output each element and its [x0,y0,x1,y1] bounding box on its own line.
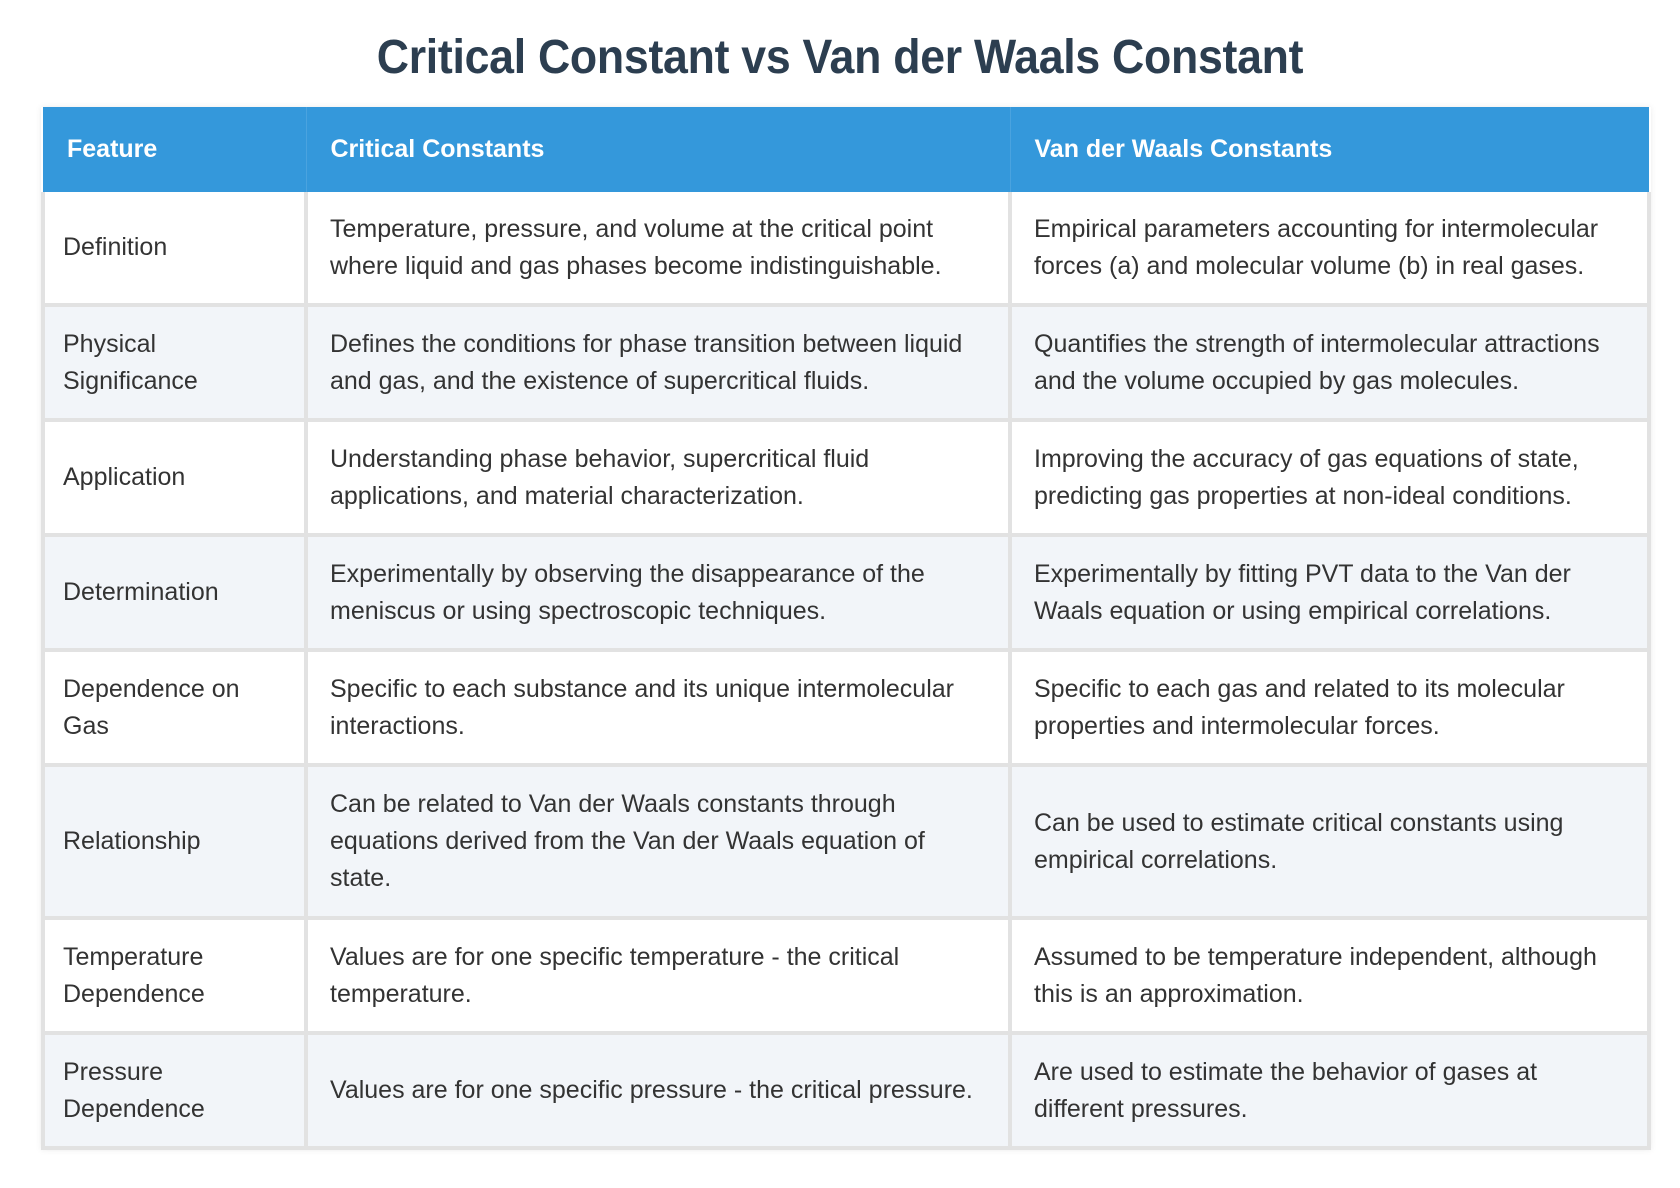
vdw-cell: Specific to each gas and related to its … [1008,650,1651,767]
critical-cell: Experimentally by observing the disappea… [304,535,1012,652]
critical-cell: Temperature, pressure, and volume at the… [304,192,1012,307]
vdw-cell: Are used to estimate the behavior of gas… [1008,1033,1651,1150]
critical-cell: Defines the conditions for phase transit… [304,305,1012,422]
critical-cell: Values are for one specific pressure - t… [304,1033,1012,1150]
critical-cell: Specific to each substance and its uniqu… [304,650,1012,767]
critical-cell: Can be related to Van der Waals constant… [304,765,1012,920]
feature-cell: Relationship [41,765,308,920]
vdw-cell: Empirical parameters accounting for inte… [1008,192,1651,307]
vdw-cell: Experimentally by fitting PVT data to th… [1008,535,1651,652]
feature-cell: Determination [41,535,308,652]
critical-cell: Understanding phase behavior, supercriti… [304,420,1012,537]
header-feature: Feature [43,107,307,192]
feature-cell: Physical Significance [41,305,308,422]
table-header-row: Feature Critical Constants Van der Waals… [43,107,1649,192]
table-row: Physical Significance Defines the condit… [41,305,1651,422]
feature-cell: Application [41,420,308,537]
table-row: Application Understanding phase behavior… [41,420,1651,537]
vdw-cell: Assumed to be temperature independent, a… [1008,918,1651,1035]
feature-cell: Pressure Dependence [41,1033,308,1150]
table-row: Dependence on Gas Specific to each subst… [41,650,1651,767]
feature-cell: Definition [41,192,308,307]
table-row: Determination Experimentally by observin… [41,535,1651,652]
table-row: Definition Temperature, pressure, and vo… [41,192,1651,307]
comparison-table: Feature Critical Constants Van der Waals… [41,107,1651,1150]
header-van-der-waals-constants: Van der Waals Constants [1010,107,1649,192]
vdw-cell: Quantifies the strength of intermolecula… [1008,305,1651,422]
vdw-cell: Can be used to estimate critical constan… [1008,765,1651,920]
table-row: Pressure Dependence Values are for one s… [41,1033,1651,1150]
critical-cell: Values are for one specific temperature … [304,918,1012,1035]
table-row: Relationship Can be related to Van der W… [41,765,1651,920]
vdw-cell: Improving the accuracy of gas equations … [1008,420,1651,537]
page-title: Critical Constant vs Van der Waals Const… [376,31,1304,84]
table-row: Temperature Dependence Values are for on… [41,918,1651,1035]
feature-cell: Dependence on Gas [41,650,308,767]
feature-cell: Temperature Dependence [41,918,308,1035]
header-critical-constants: Critical Constants [306,107,1011,192]
